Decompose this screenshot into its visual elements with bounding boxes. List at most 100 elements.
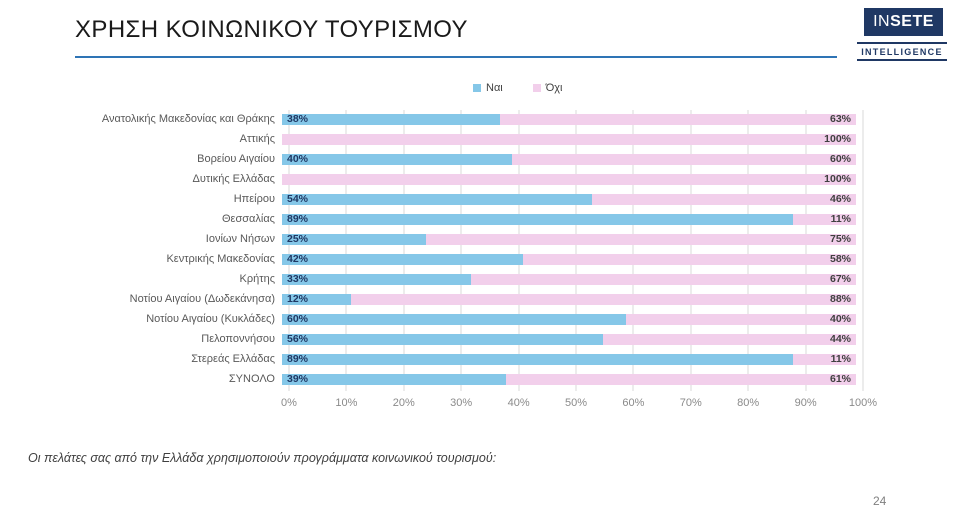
bar-segment-no: 61% bbox=[505, 372, 856, 385]
x-axis-tick-label: 10% bbox=[335, 397, 358, 409]
bar-segment-yes: 89% bbox=[282, 212, 793, 225]
x-axis-tick-label: 90% bbox=[794, 397, 817, 409]
bar-value-yes: 42% bbox=[287, 252, 309, 265]
gridline bbox=[632, 110, 634, 391]
x-axis-tick-label: 40% bbox=[507, 397, 530, 409]
gridline bbox=[518, 110, 520, 391]
bar-segment-yes: 89% bbox=[282, 352, 793, 365]
chart-row: Στερεάς Ελλάδας 89% 11% bbox=[17, 349, 877, 369]
bar-value-yes: 12% bbox=[287, 292, 309, 305]
x-axis-tick-label: 70% bbox=[679, 397, 702, 409]
bar-value-yes: 25% bbox=[287, 232, 309, 245]
chart-row: Ανατολικής Μακεδονίας και Θράκης 38% 63% bbox=[17, 109, 877, 129]
bar-value-yes: 60% bbox=[287, 312, 309, 325]
bar-segment-no: 40% bbox=[626, 313, 856, 325]
bar-track: 33% 67% bbox=[282, 272, 856, 285]
gridline bbox=[575, 110, 577, 391]
bar-segment-yes: 54% bbox=[282, 192, 592, 205]
bar-value-no: 88% bbox=[829, 292, 851, 305]
chart-rows: Ανατολικής Μακεδονίας και Θράκης 38% 63% Ατ… bbox=[17, 109, 877, 389]
bar-value-yes: 89% bbox=[287, 212, 309, 225]
bar-value-yes: 54% bbox=[287, 192, 309, 205]
bar-value-no: 61% bbox=[829, 372, 851, 385]
gridline bbox=[805, 110, 807, 391]
category-label: Θεσσαλίας bbox=[221, 213, 275, 225]
chart-row: Ηπείρου 54% 46% bbox=[17, 189, 877, 209]
chart-row: Κρήτης 33% 67% bbox=[17, 269, 877, 289]
chart-row: Ιονίων Νήσων 25% 75% bbox=[17, 229, 877, 249]
legend-label-yes: Ναι bbox=[486, 82, 503, 94]
bar-value-no: 11% bbox=[830, 352, 851, 365]
category-label: Κεντρικής Μακεδονίας bbox=[166, 253, 275, 265]
bar-track: 39% 61% bbox=[282, 372, 856, 385]
bar-segment-yes: 60% bbox=[282, 312, 627, 325]
bar-value-yes: 40% bbox=[287, 152, 309, 165]
chart-legend: Ναι Όχι bbox=[473, 82, 563, 94]
x-axis-tick-label: 50% bbox=[564, 397, 588, 409]
bar-segment-yes: 25% bbox=[282, 232, 426, 245]
page-number: 24 bbox=[873, 494, 887, 508]
bar-value-yes: 33% bbox=[287, 272, 309, 285]
bar-value-no: 100% bbox=[824, 132, 851, 145]
category-label: Αττικής bbox=[239, 133, 275, 145]
legend-swatch-no-icon bbox=[532, 84, 541, 92]
bar-segment-no: 58% bbox=[523, 252, 856, 265]
bar-track: 42% 58% bbox=[282, 252, 856, 265]
logo-text-light: IN bbox=[873, 13, 891, 30]
bar-segment-yes: 39% bbox=[282, 373, 506, 385]
x-axis: 0% 10% 20% 30% 40% 50% 60% 70% 80% 90% 100% bbox=[281, 397, 877, 411]
x-axis-tick-label: 80% bbox=[737, 397, 760, 409]
bar-value-yes: 89% bbox=[287, 352, 309, 365]
bar-segment-yes: 12% bbox=[282, 292, 351, 305]
logo-text-bold: SETE bbox=[890, 13, 934, 30]
bar-track: 100% bbox=[282, 173, 856, 185]
bar-value-no: 58% bbox=[829, 252, 851, 265]
chart-gridlines bbox=[288, 110, 864, 391]
chart-row: Κεντρικής Μακεδονίας 42% 58% bbox=[17, 249, 877, 269]
bar-segment-no: 11% bbox=[792, 352, 856, 365]
bar-segment-no: 100% bbox=[282, 173, 856, 185]
bar-value-no: 63% bbox=[829, 112, 851, 125]
page-title: ΧΡΗΣΗ ΚΟΙΝΩΝΙΚΟΥ ΤΟΥΡΙΣΜΟΥ bbox=[75, 16, 468, 43]
category-label: Ανατολικής Μακεδονίας και Θράκης bbox=[101, 113, 275, 125]
bar-track: 60% 40% bbox=[282, 312, 856, 325]
x-axis-tick-label: 100% bbox=[848, 397, 878, 409]
category-label: Δυτικής Ελλάδας bbox=[192, 173, 275, 185]
category-label: ΣΥΝΟΛΟ bbox=[228, 373, 275, 385]
bar-track: 56% 44% bbox=[282, 332, 856, 345]
bar-value-no: 67% bbox=[829, 272, 851, 285]
chart-row: Νοτίου Αιγαίου (Κυκλάδες) 60% 40% bbox=[17, 309, 877, 329]
bar-segment-yes: 38% bbox=[282, 112, 501, 125]
x-axis-tick-label: 20% bbox=[392, 397, 415, 409]
bar-track: 12% 88% bbox=[282, 292, 856, 305]
x-axis-tick-label: 30% bbox=[450, 397, 473, 409]
bar-track: 89% 11% bbox=[282, 212, 856, 225]
legend-item-no: Όχι bbox=[532, 82, 563, 94]
bar-value-no: 46% bbox=[829, 192, 851, 205]
insete-logo: IN SETE bbox=[864, 8, 943, 36]
chart-row: Πελοποννήσου 56% 44% bbox=[17, 329, 877, 349]
bar-segment-yes: 56% bbox=[282, 333, 604, 345]
gridline bbox=[460, 110, 462, 391]
gridline bbox=[403, 110, 405, 391]
x-axis-tick-label: 60% bbox=[622, 397, 645, 409]
category-label: Κρήτης bbox=[239, 273, 275, 285]
category-label: Ηπείρου bbox=[233, 193, 275, 205]
bar-segment-no: 46% bbox=[591, 192, 856, 205]
bar-track: 40% 60% bbox=[282, 152, 856, 165]
chart-row: Θεσσαλίας 89% 11% bbox=[17, 209, 877, 229]
bar-track: 25% 75% bbox=[282, 232, 856, 245]
bar-value-yes: 38% bbox=[287, 112, 309, 125]
bar-segment-no: 67% bbox=[471, 272, 856, 285]
bar-segment-no: 88% bbox=[350, 292, 856, 305]
category-label: Βορείου Αιγαίου bbox=[197, 153, 275, 165]
category-label: Ιονίων Νήσων bbox=[205, 233, 275, 245]
stacked-bar-chart: Ανατολικής Μακεδονίας και Θράκης 38% 63% Ατ… bbox=[17, 109, 877, 419]
bar-value-no: 11% bbox=[830, 212, 851, 225]
category-label: Στερεάς Ελλάδας bbox=[191, 353, 275, 365]
bar-value-no: 60% bbox=[829, 152, 851, 165]
bar-value-no: 75% bbox=[829, 232, 851, 245]
chart-row: Δυτικής Ελλάδας 100% bbox=[17, 169, 877, 189]
bar-value-no: 44% bbox=[829, 332, 851, 345]
category-label: Νοτίου Αιγαίου (Δωδεκάνησα) bbox=[129, 293, 275, 305]
